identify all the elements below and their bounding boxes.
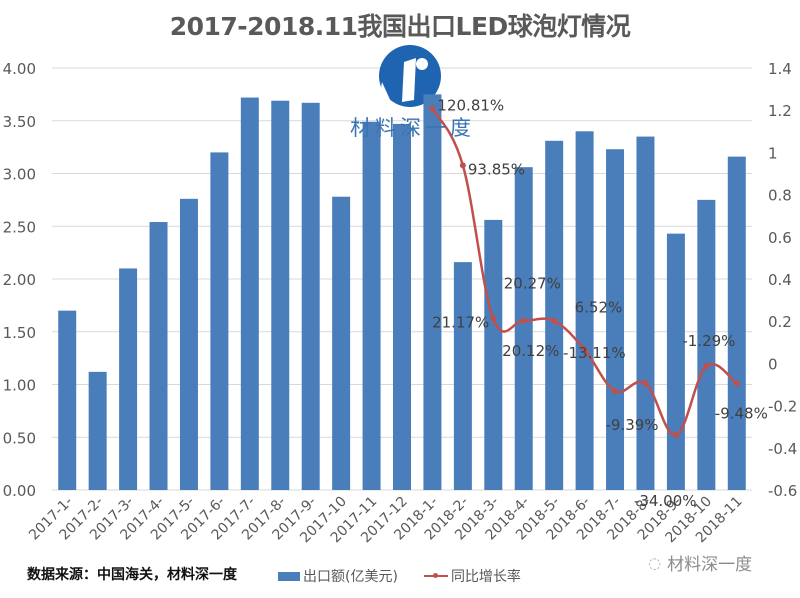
data-label: 21.17% bbox=[432, 314, 489, 332]
logo-text: 材料深一度 bbox=[350, 116, 475, 140]
line-marker[interactable] bbox=[612, 388, 619, 395]
right-axis-tick: 1 bbox=[768, 144, 778, 162]
line-marker[interactable] bbox=[429, 105, 436, 112]
bar[interactable] bbox=[393, 123, 411, 490]
left-axis-tick: 1.00 bbox=[3, 377, 36, 395]
bar[interactable] bbox=[606, 149, 625, 491]
data-label: -1.29% bbox=[682, 332, 735, 350]
left-y-axis: 0.00 0.50 1.00 1.50 2.00 2.50 3.00 3.50 4.00 bbox=[3, 60, 36, 500]
bar[interactable] bbox=[119, 268, 138, 490]
bar[interactable] bbox=[240, 97, 259, 490]
watermark: ◌ 材料深一度 bbox=[648, 550, 753, 576]
bar[interactable] bbox=[453, 262, 472, 490]
left-axis-tick: 0.00 bbox=[3, 482, 36, 500]
left-axis-tick: 1.50 bbox=[3, 324, 36, 342]
line-marker[interactable] bbox=[672, 432, 679, 439]
left-axis-tick: 4.00 bbox=[3, 60, 36, 78]
line-series bbox=[429, 105, 740, 439]
data-source: 数据来源：中国海关，材料深一度 bbox=[27, 567, 237, 583]
data-labels: 120.81% 93.85% 21.17% 20.27% 20.12% 6.52% -13.… bbox=[432, 96, 768, 510]
legend: 出口额(亿美元) 同比增长率 bbox=[278, 566, 547, 586]
bar[interactable] bbox=[301, 102, 320, 490]
right-axis-tick: -0.6 bbox=[768, 482, 797, 500]
growth-line[interactable] bbox=[431, 107, 738, 437]
bar[interactable] bbox=[697, 199, 716, 490]
data-label: 93.85% bbox=[468, 160, 525, 178]
right-axis-tick: 0.6 bbox=[768, 229, 792, 247]
wechat-icon: ◌ bbox=[648, 553, 662, 572]
legend-item-line[interactable]: 同比增长率 bbox=[423, 566, 521, 586]
line-swatch-icon bbox=[423, 573, 448, 578]
bar[interactable] bbox=[636, 136, 655, 490]
right-axis-tick: 0 bbox=[768, 355, 778, 373]
legend-item-bar[interactable]: 出口额(亿美元) bbox=[278, 566, 398, 586]
bar[interactable] bbox=[666, 233, 685, 490]
line-marker[interactable] bbox=[733, 380, 740, 387]
bar[interactable] bbox=[545, 140, 564, 491]
bar[interactable] bbox=[484, 219, 503, 491]
right-axis-tick: 0.8 bbox=[768, 187, 792, 205]
bar[interactable] bbox=[210, 152, 229, 490]
data-label: 20.27% bbox=[504, 275, 561, 293]
legend-bar-label: 出口额(亿美元) bbox=[303, 569, 398, 585]
legend-line-label: 同比增长率 bbox=[450, 569, 521, 585]
right-axis-tick: 0.4 bbox=[768, 271, 792, 289]
line-marker[interactable] bbox=[520, 317, 527, 324]
line-marker[interactable] bbox=[703, 363, 710, 370]
bar[interactable] bbox=[362, 121, 381, 491]
left-axis-tick: 2.50 bbox=[3, 218, 36, 236]
right-y-axis: -0.6 -0.4 -0.2 0 0.2 0.4 0.6 0.8 1 1.2 1.4 bbox=[768, 60, 797, 500]
left-axis-tick: 3.00 bbox=[3, 166, 36, 184]
bar[interactable] bbox=[575, 131, 594, 491]
line-marker[interactable] bbox=[459, 162, 466, 169]
right-axis-tick: 1.4 bbox=[768, 60, 792, 78]
right-axis-tick: 0.2 bbox=[768, 313, 792, 331]
left-axis-tick: 2.00 bbox=[3, 271, 36, 289]
bar[interactable] bbox=[58, 310, 77, 490]
bar[interactable] bbox=[514, 167, 533, 491]
bar-swatch-icon bbox=[278, 571, 300, 581]
bar-series bbox=[58, 94, 746, 491]
watermark-text: 材料深一度 bbox=[667, 555, 753, 575]
line-marker[interactable] bbox=[490, 315, 497, 322]
data-label: 120.81% bbox=[437, 96, 504, 114]
data-label: -9.39% bbox=[605, 416, 658, 434]
bar[interactable] bbox=[179, 198, 198, 490]
bar[interactable] bbox=[423, 94, 442, 490]
data-label: -9.48% bbox=[715, 404, 768, 422]
bar[interactable] bbox=[88, 371, 107, 490]
data-label: 6.52% bbox=[575, 299, 623, 317]
data-label: -34.00% bbox=[634, 492, 697, 510]
chart-title: 2017-2018.11我国出口LED球泡灯情况 bbox=[169, 12, 631, 41]
bar[interactable] bbox=[271, 100, 290, 490]
left-axis-tick: 0.50 bbox=[3, 429, 36, 447]
bar[interactable] bbox=[727, 156, 746, 490]
right-axis-tick: -0.4 bbox=[768, 440, 797, 458]
bar[interactable] bbox=[149, 222, 168, 490]
line-marker[interactable] bbox=[642, 380, 649, 387]
data-label: -13.11% bbox=[563, 344, 626, 362]
line-marker[interactable] bbox=[581, 346, 588, 353]
logo-i-icon bbox=[379, 45, 441, 107]
bar[interactable] bbox=[332, 196, 351, 490]
data-label: 20.12% bbox=[502, 342, 559, 360]
right-axis-tick: 1.2 bbox=[768, 102, 792, 120]
left-axis-tick: 3.50 bbox=[3, 113, 36, 131]
line-marker[interactable] bbox=[551, 317, 558, 324]
right-axis-tick: -0.2 bbox=[768, 398, 797, 416]
